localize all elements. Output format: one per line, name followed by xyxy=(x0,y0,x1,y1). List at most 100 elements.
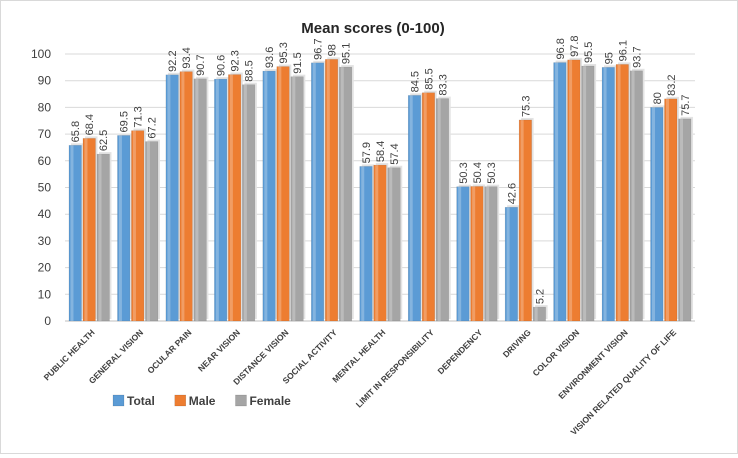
bar xyxy=(664,98,678,322)
bar-female-vision-related-quality-of-life xyxy=(678,116,694,322)
bar xyxy=(131,130,145,322)
bar-total-near-vision xyxy=(214,77,229,322)
bar-total-ocular-pain xyxy=(165,72,181,322)
bar-total-mental-health xyxy=(359,164,375,322)
data-label: 90.7 xyxy=(195,54,207,75)
bar-highlight xyxy=(534,307,538,321)
bar xyxy=(214,78,228,322)
bar-female-general-vision xyxy=(145,139,160,322)
y-tick-label: 60 xyxy=(38,154,52,168)
data-label: 90.6 xyxy=(216,55,228,76)
data-label: 95.5 xyxy=(583,42,595,63)
bar xyxy=(373,164,387,322)
data-label: 5.2 xyxy=(534,289,546,304)
bar xyxy=(615,64,629,322)
bar xyxy=(290,76,304,322)
bar-male-ocular-pain xyxy=(179,69,195,322)
data-label: 92.3 xyxy=(230,50,242,71)
bar xyxy=(518,119,532,322)
bar-total-environment-vision xyxy=(601,65,617,322)
x-tick-label: DRIVING xyxy=(501,327,533,359)
bar-male-driving xyxy=(518,117,534,322)
bar xyxy=(165,74,179,322)
bar xyxy=(325,59,339,322)
bar xyxy=(387,167,401,322)
data-label: 93.4 xyxy=(181,47,193,68)
bar xyxy=(311,62,325,322)
bar-highlight xyxy=(569,59,573,322)
y-tick-label: 30 xyxy=(38,234,52,248)
bar-highlight xyxy=(652,107,656,322)
bar xyxy=(553,62,567,322)
bar-male-color-vision xyxy=(567,57,583,322)
data-label: 50.3 xyxy=(486,162,498,183)
bar-male-mental-health xyxy=(373,163,389,322)
bar xyxy=(470,186,484,322)
bar xyxy=(193,78,207,322)
data-label: 97.8 xyxy=(569,35,581,56)
data-label: 92.2 xyxy=(167,50,179,71)
bar-highlight xyxy=(423,92,427,321)
bar xyxy=(504,207,518,322)
bar-highlight xyxy=(167,74,171,322)
data-label: 95.3 xyxy=(278,42,290,63)
bar-total-limit-in-responsibility xyxy=(407,93,423,322)
bar-highlight xyxy=(98,154,102,321)
bar-highlight xyxy=(326,59,330,322)
data-label: 57.4 xyxy=(389,143,401,164)
bar-highlight xyxy=(555,62,559,321)
bar xyxy=(262,70,276,322)
bar-male-general-vision xyxy=(131,128,146,322)
data-label: 71.3 xyxy=(133,106,145,127)
data-label: 93.7 xyxy=(631,46,643,67)
data-label: 42.6 xyxy=(506,183,518,204)
bar-highlight xyxy=(118,135,122,321)
bar-highlight xyxy=(84,138,88,321)
data-label: 80 xyxy=(652,92,664,104)
bar-male-distance-vision xyxy=(276,64,292,322)
bar-female-social-activity xyxy=(339,65,354,322)
bar-highlight xyxy=(278,66,282,321)
y-tick-label: 90 xyxy=(38,74,52,88)
bar-highlight xyxy=(437,98,441,322)
bar xyxy=(421,92,435,322)
bar-female-distance-vision xyxy=(290,74,306,322)
bar-highlight xyxy=(375,165,379,321)
bar xyxy=(567,59,581,322)
bar-highlight xyxy=(243,84,247,321)
bar-total-distance-vision xyxy=(262,69,278,322)
bar-highlight xyxy=(680,118,684,321)
x-tick-label: PUBLIC HEALTH xyxy=(42,327,97,382)
bar xyxy=(359,166,373,322)
bar xyxy=(228,74,242,322)
data-label: 83.2 xyxy=(666,74,678,95)
bar xyxy=(484,186,498,322)
bars: 65.8 68.462.5 69.5 71.367.2 92.2 93.4 90.7 90.6… xyxy=(68,35,694,322)
data-label: 96.7 xyxy=(313,38,325,59)
bar-highlight xyxy=(617,64,621,321)
bar-highlight xyxy=(70,145,74,321)
bar-highlight xyxy=(520,119,524,321)
bar xyxy=(68,145,82,322)
bar xyxy=(339,66,353,322)
bar-highlight xyxy=(292,76,296,321)
bar xyxy=(678,118,692,322)
bar-total-driving xyxy=(504,205,520,322)
bar-total-dependency xyxy=(456,184,472,322)
x-tick-label: COLOR VISION xyxy=(530,327,581,378)
bar-male-public-health xyxy=(82,136,98,322)
data-label: 96.8 xyxy=(555,38,567,59)
bar-highlight xyxy=(666,98,670,321)
data-label: 75.3 xyxy=(520,96,532,117)
bar-highlight xyxy=(486,186,490,321)
data-label: 98 xyxy=(327,44,339,56)
bar xyxy=(145,141,159,322)
y-tick-label: 100 xyxy=(31,47,51,61)
data-label: 67.2 xyxy=(147,117,159,138)
bar-highlight xyxy=(583,66,587,321)
data-label: 50.3 xyxy=(458,162,470,183)
bar xyxy=(581,65,595,322)
legend-item-female: Female xyxy=(235,394,291,408)
x-tick-label: LIMIT IN RESPONSIBILITY xyxy=(354,327,436,409)
bar-highlight xyxy=(181,71,185,321)
